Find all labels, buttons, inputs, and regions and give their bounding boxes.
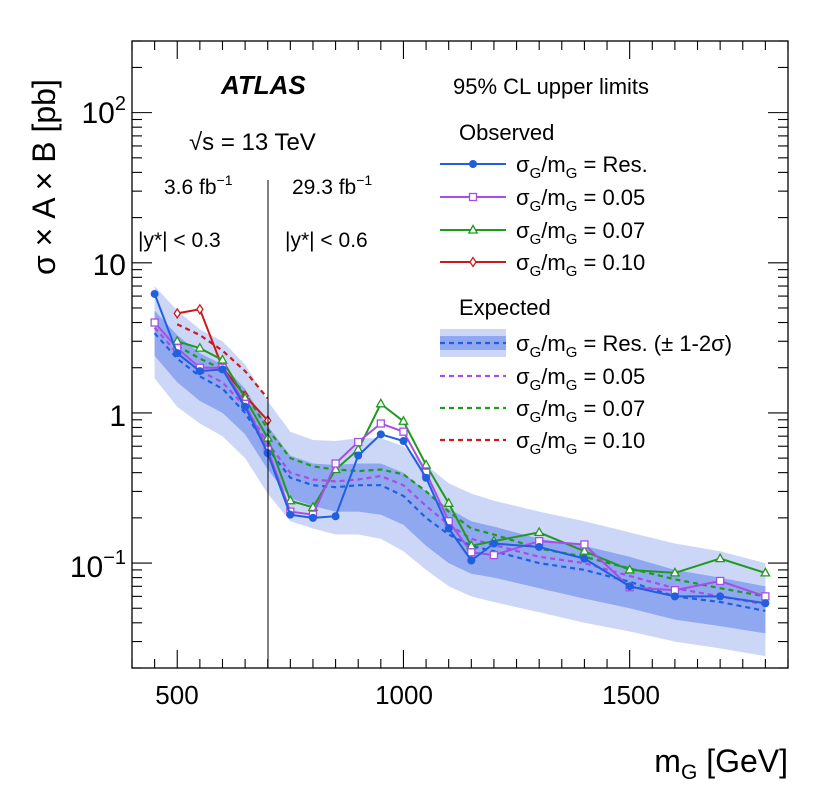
x-tick-labels: 500 1000 1500: [155, 680, 660, 710]
observed-point: [354, 451, 363, 460]
legend-label: σG/mG = 0.07: [516, 396, 645, 426]
legend-label: σG/mG = Res.: [516, 152, 648, 182]
observed-point: [761, 592, 770, 601]
legend-marker: [467, 224, 479, 234]
y-tick-label-hundred: 102: [82, 93, 127, 130]
observed-point: [399, 437, 408, 446]
axis-ticks: [131, 40, 789, 669]
observed-point: [714, 552, 726, 563]
observed-point: [467, 556, 476, 565]
observed-point: [580, 540, 589, 549]
observed-line-res: [153, 293, 766, 605]
observed-point: [443, 497, 454, 507]
observed-point: [331, 459, 340, 468]
legend-observed-w005: σG/mG = 0.05: [440, 185, 645, 215]
legend-expected-title: Expected: [459, 295, 551, 320]
legend: 95% CL upper limits Observed Expected σG…: [440, 74, 732, 458]
observed-point: [376, 430, 385, 439]
observed-point: [398, 415, 409, 425]
observed-point: [467, 548, 476, 557]
legend-marker: [468, 192, 478, 202]
observed-point: [376, 419, 385, 428]
expected-line-w005: [153, 326, 766, 606]
observed-series-res: [150, 289, 770, 608]
x-tick-label: 1500: [602, 680, 660, 710]
observed-point: [218, 365, 227, 374]
observed-point: [489, 550, 499, 560]
legend-observed-title: Observed: [459, 120, 554, 145]
observed-point: [444, 524, 453, 533]
observed-point: [533, 526, 545, 537]
expected-line-res: [153, 332, 766, 612]
observed-point: [150, 289, 159, 298]
observed-point: [150, 318, 159, 327]
legend-label: σG/mG = 0.10: [516, 428, 645, 458]
observed-point: [670, 592, 679, 601]
cut-right: |y*| < 0.6: [285, 229, 368, 252]
observed-point: [761, 599, 770, 608]
observed-point: [579, 545, 590, 555]
observed-point: [285, 494, 296, 505]
observed-point: [375, 397, 387, 408]
legend-marker: [469, 256, 477, 268]
observed-line-w005: [153, 321, 766, 598]
observed-point: [196, 303, 204, 315]
expected-line-w010: [176, 323, 269, 400]
observed-point: [422, 473, 431, 482]
observed-point: [715, 576, 725, 586]
observed-point: [194, 342, 206, 352]
observed-point: [195, 367, 204, 376]
observed-point: [489, 539, 498, 548]
legend-label: σG/mG = 0.10: [516, 250, 645, 280]
cut-left: |y*| < 0.3: [138, 229, 221, 252]
y-axis-title: σ × A × B [pb]: [26, 79, 62, 275]
observed-point: [217, 354, 228, 364]
legend-expected-w010: σG/mG = 0.10: [440, 428, 645, 458]
legend-marker: [469, 160, 477, 168]
legend-observed-w010: σG/mG = 0.10: [440, 250, 645, 280]
legend-observed-res: σG/mG = Res.: [440, 152, 648, 182]
legend-expected-res: σG/mG = Res. (± 1-2σ): [440, 329, 732, 361]
y-tick-label-ten: 10: [93, 249, 126, 282]
y-tick-label-tenth: 10−1: [70, 547, 126, 584]
legend-label: σG/mG = 0.07: [516, 218, 645, 248]
x-tick-label: 1000: [375, 680, 433, 710]
legend-label: σG/mG = 0.05: [516, 364, 645, 394]
observed-point: [535, 542, 544, 551]
legend-label: σG/mG = 0.05: [516, 185, 645, 215]
observed-point: [241, 402, 250, 411]
observed-point: [625, 582, 634, 591]
lumi-right: 29.3 fb−1: [292, 172, 372, 199]
x-tick-label: 500: [155, 680, 198, 710]
observed-point: [760, 567, 771, 577]
observed-point: [173, 307, 182, 320]
experiment-label: ATLAS: [220, 70, 306, 100]
observed-point: [331, 512, 340, 521]
observed-point: [173, 349, 182, 358]
observed-point: [354, 437, 363, 447]
observed-lines: [150, 289, 771, 608]
observed-point: [286, 510, 295, 519]
plot-frame: [131, 40, 789, 669]
legend-label: σG/mG = Res. (± 1-2σ): [516, 331, 732, 361]
observed-point: [716, 592, 725, 601]
x-axis-title: mG [GeV]: [654, 743, 788, 784]
observed-point: [420, 459, 432, 469]
y-tick-label-one: 1: [109, 400, 126, 433]
observed-point: [580, 554, 589, 563]
legend-header: 95% CL upper limits: [453, 74, 649, 99]
energy-label: √s = 13 TeV: [189, 129, 316, 156]
lumi-left: 3.6 fb−1: [164, 172, 233, 199]
observed-point: [669, 567, 681, 577]
legend-observed-w007: σG/mG = 0.07: [440, 218, 645, 248]
observed-point: [624, 564, 635, 574]
legend-band-one-sigma: [440, 336, 506, 350]
observed-point: [399, 427, 408, 436]
legend-expected-w005: σG/mG = 0.05: [440, 364, 645, 394]
observed-point: [308, 513, 317, 522]
legend-expected-w007: σG/mG = 0.07: [440, 396, 645, 426]
y-tick-labels: 102 10 1 10−1: [70, 93, 126, 584]
